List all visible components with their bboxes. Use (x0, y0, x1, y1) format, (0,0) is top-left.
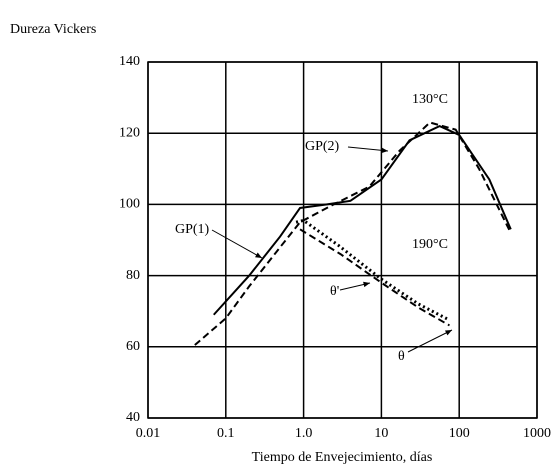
arrow-head (381, 147, 388, 154)
y-tick-label: 140 (119, 54, 140, 69)
line-series (295, 218, 451, 322)
annotation: GP(2) (305, 139, 340, 154)
y-axis-title: Dureza Vickers (10, 22, 96, 37)
annotation: θ' (330, 284, 339, 299)
x-axis-title: Tiempo de Envejecimiento, días (252, 450, 433, 465)
arrow-head (255, 252, 262, 258)
x-tick-label: 10 (374, 426, 388, 441)
x-tick-label: 0.01 (136, 426, 161, 441)
y-tick-label: 100 (119, 197, 140, 212)
line-series (194, 121, 512, 346)
annotation-arrow (347, 146, 389, 152)
annotation: GP(1) (175, 222, 210, 237)
arrow-head (363, 281, 370, 288)
line-series (213, 124, 512, 316)
x-tick-label: 1.0 (295, 426, 313, 441)
x-tick-label: 1000 (523, 426, 551, 441)
y-tick-label: 80 (126, 268, 140, 283)
y-tick-label: 120 (119, 125, 140, 140)
y-tick-label: 40 (126, 410, 140, 425)
annotation-arrow (407, 329, 453, 353)
plot-frame (147, 61, 538, 419)
annotation: θ (398, 349, 405, 364)
annotation-arrow (211, 229, 263, 259)
y-tick-label: 60 (126, 339, 140, 354)
annotation: 130°C (412, 92, 448, 107)
x-tick-label: 100 (449, 426, 470, 441)
arrow-head (445, 330, 452, 336)
annotation: 190°C (412, 237, 448, 252)
x-tick-label: 0.1 (217, 426, 235, 441)
